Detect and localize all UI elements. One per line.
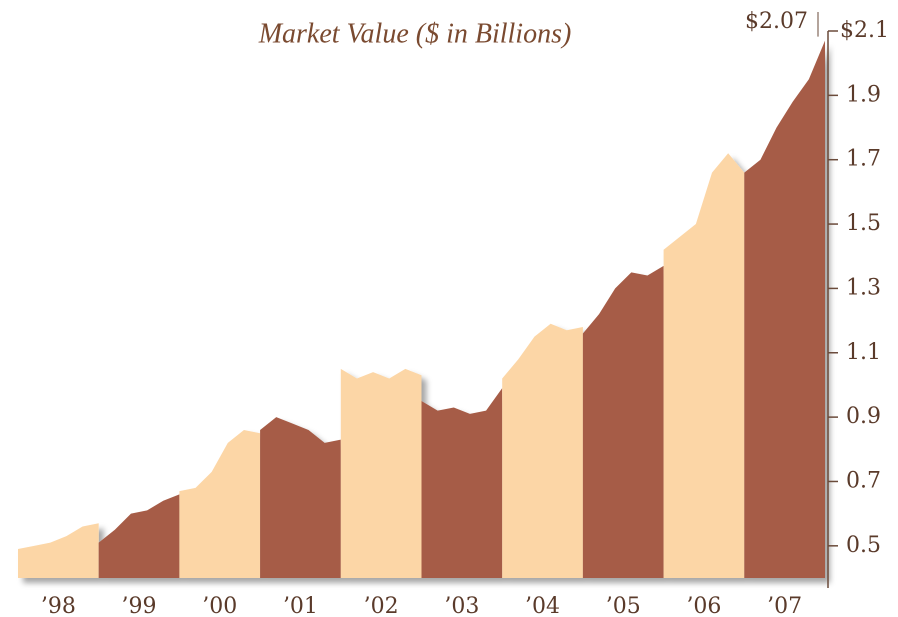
- year-area: [98, 494, 180, 578]
- y-tick-label: 0.7: [846, 468, 881, 493]
- x-tick-label: ’05: [606, 594, 641, 617]
- y-tick-label: 1.3: [846, 275, 881, 300]
- y-tick-label: 1.5: [846, 211, 881, 236]
- chart-title: Market Value ($ in Billions): [258, 18, 572, 49]
- year-area: [582, 265, 664, 578]
- x-tick-label: ’07: [767, 594, 802, 617]
- x-tick-label: ’01: [283, 594, 318, 617]
- year-area: [421, 388, 503, 578]
- year-area: [744, 40, 825, 578]
- x-tick-label: ’03: [444, 594, 479, 617]
- year-area: [18, 523, 99, 578]
- x-tick-label: ’99: [122, 594, 157, 617]
- y-tick-label: $2.1: [840, 18, 889, 43]
- x-tick-label: ’00: [202, 594, 237, 617]
- year-area: [502, 323, 583, 578]
- year-area: [663, 153, 745, 579]
- x-tick-label: ’06: [686, 594, 721, 617]
- year-area: [179, 429, 261, 578]
- y-tick-label: 1.1: [846, 340, 881, 365]
- year-area: [340, 368, 422, 578]
- y-tick-label: 0.9: [846, 404, 881, 429]
- year-area: [260, 417, 341, 578]
- x-tick-label: ’98: [41, 594, 76, 617]
- annotation: $2.07: [745, 9, 808, 34]
- x-tick-label: ’02: [364, 594, 399, 617]
- y-tick-label: 0.5: [846, 533, 881, 558]
- x-tick-label: ’04: [525, 594, 560, 617]
- y-tick-label: 1.9: [846, 82, 881, 107]
- y-tick-label: 1.7: [846, 147, 881, 172]
- plot-area: [18, 40, 825, 579]
